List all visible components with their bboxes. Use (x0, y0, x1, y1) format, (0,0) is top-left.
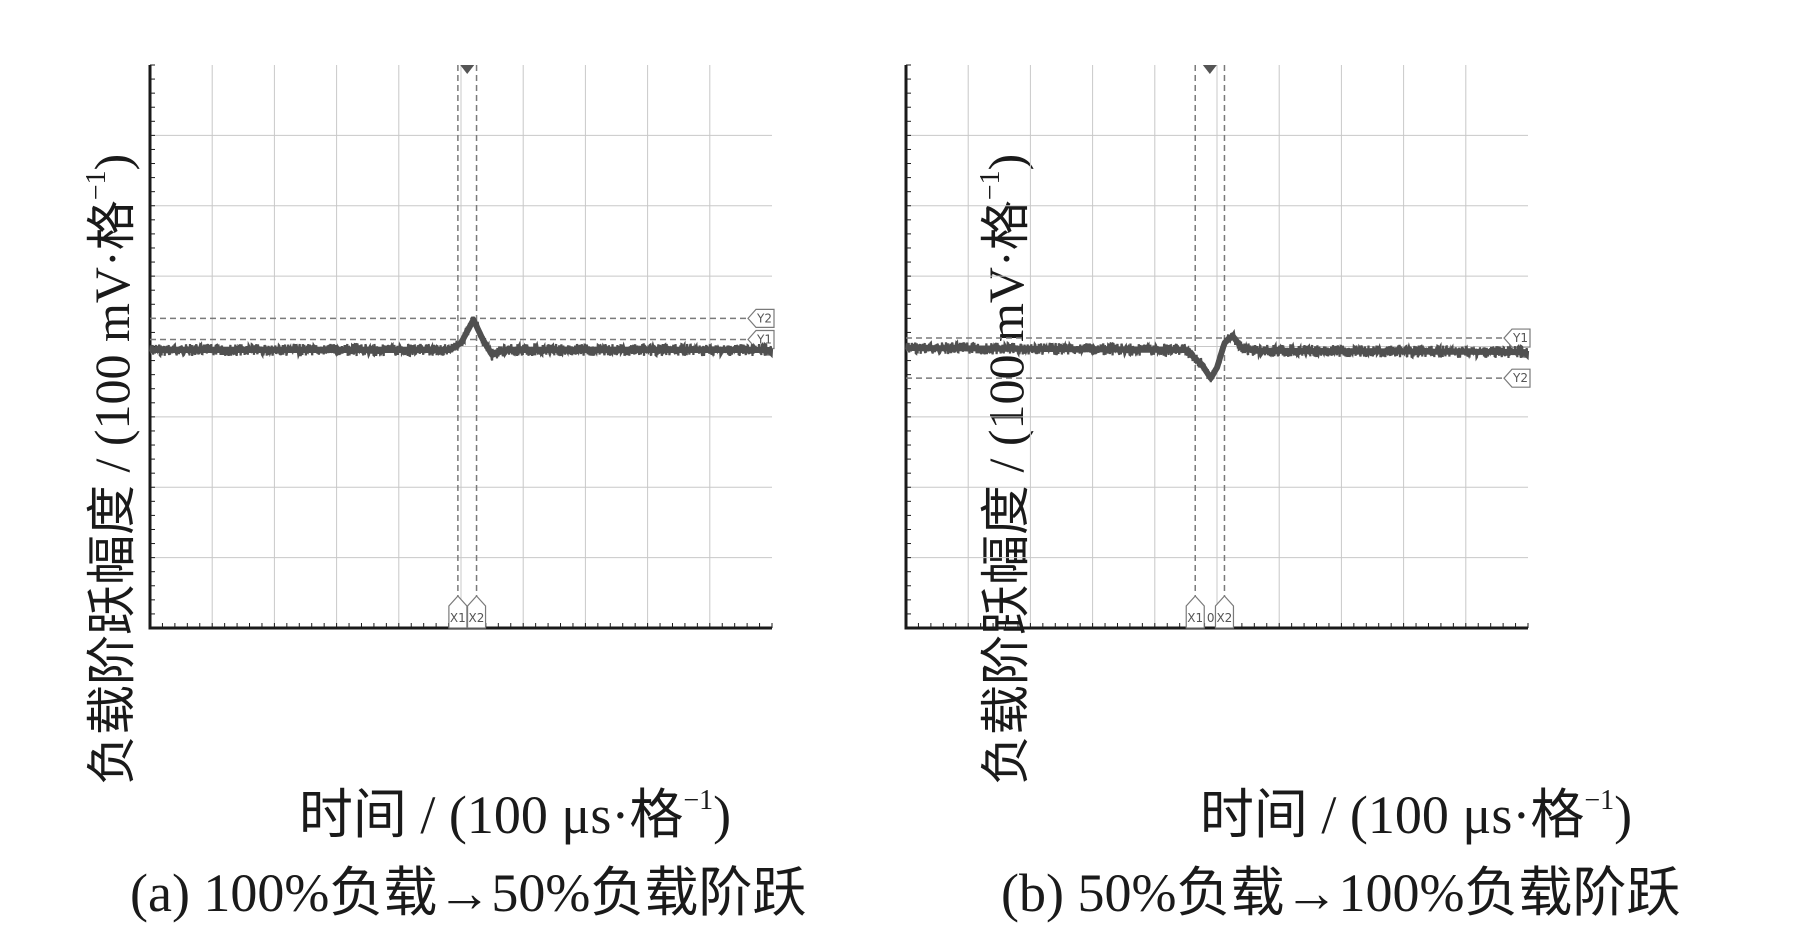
caption-b: (b) 50%负载→100%负载阶跃 (1001, 863, 1681, 923)
cursor-label: X1 (1187, 611, 1203, 625)
cursor-y2-tag (747, 308, 775, 328)
panel-a: 负载阶跃幅度 / (100 mV·格−1) Y1 Y2 X1 X2 时间 / (100… (81, 64, 807, 923)
trigger-marker (460, 65, 475, 74)
x-axis-label: 时间 / (100 μs·格−1) (298, 785, 732, 845)
cursor-y2-tag (1503, 368, 1531, 388)
cursor-label: X1 (450, 611, 466, 625)
x-axis-label: 时间 / (100 μs·格−1) (1199, 785, 1633, 845)
oscilloscope-plot-a: Y1 Y2 X1 X2 (148, 64, 775, 630)
cursor-x2-tag (466, 595, 487, 629)
cursor-delta-label: 0 (1207, 611, 1215, 625)
caption-a: (a) 100%负载→50%负载阶跃 (130, 863, 807, 923)
cursor-x1-tag (1185, 595, 1205, 629)
signal-trace-core (904, 332, 1530, 382)
cursor-label: Y1 (1512, 331, 1528, 345)
plot-frame (904, 65, 1528, 630)
signal-trace-core (148, 316, 774, 358)
panel-b: 负载阶跃幅度 / (100 mV·格−1) Y1 Y2 X1 X2 0 时间 / (10… (904, 0, 1812, 936)
cursor-label: Y1 (756, 332, 772, 346)
cursor-label: X2 (469, 611, 485, 625)
plot-frame (148, 65, 772, 630)
oscilloscope-plot-b: Y1 Y2 X1 X20 (904, 64, 1531, 630)
cursor-label: X2 (1216, 611, 1232, 625)
cursor-label: Y2 (1512, 371, 1528, 385)
cursors: Y1 Y2 X1 X2 (150, 65, 775, 629)
cursor-y1-tag (1503, 328, 1531, 348)
cursor-x2-tag (1214, 595, 1235, 629)
cursors: Y1 Y2 X1 X20 (906, 65, 1531, 629)
cursor-x1-tag (448, 595, 468, 629)
trigger-marker (1202, 65, 1217, 74)
cursor-label: Y2 (756, 311, 772, 325)
